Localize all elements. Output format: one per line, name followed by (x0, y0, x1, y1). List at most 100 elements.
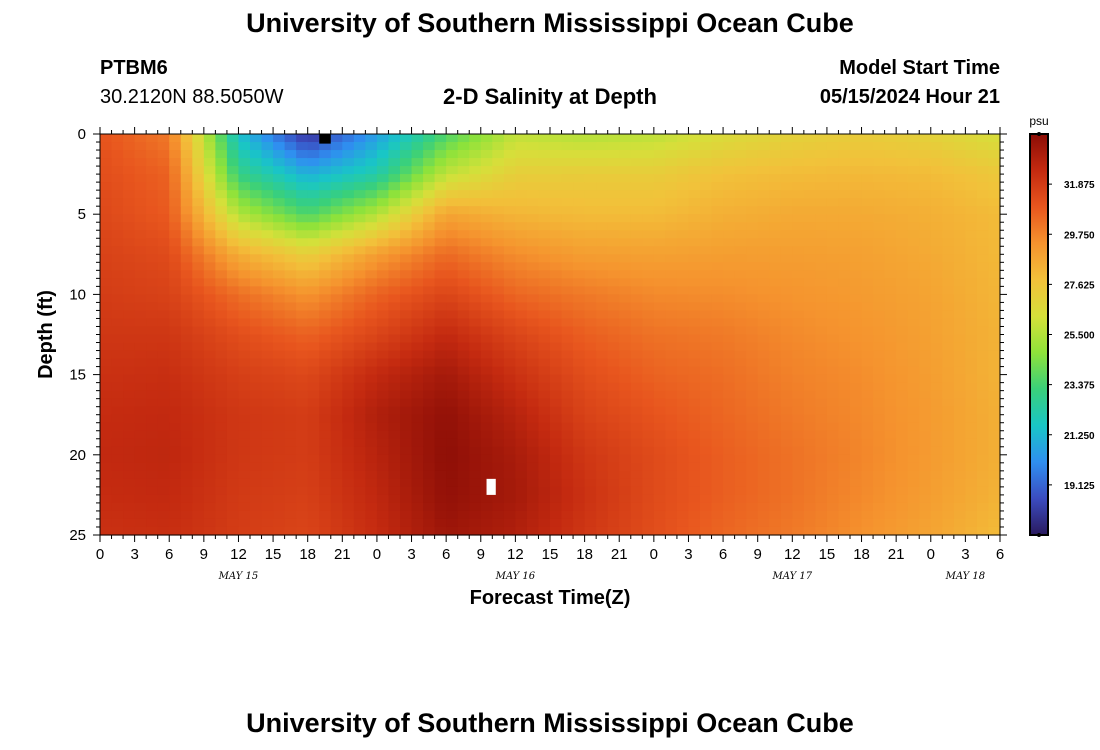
heatmap-cell (538, 334, 551, 344)
heatmap-cell (596, 134, 609, 143)
heatmap-cell (469, 390, 482, 400)
heatmap-cell (342, 270, 355, 279)
heatmap-cell (203, 478, 216, 488)
heatmap-cell (100, 462, 113, 472)
heatmap-cell (330, 382, 343, 392)
heatmap-cell (723, 390, 736, 400)
heatmap-cell (146, 134, 159, 143)
heatmap-cell (250, 230, 263, 239)
heatmap-cell (203, 318, 216, 328)
heatmap-cell (238, 302, 251, 312)
heatmap-cell (642, 406, 655, 416)
heatmap-cell (123, 478, 136, 488)
heatmap-cell (180, 166, 193, 175)
heatmap-cell (434, 190, 447, 199)
heatmap-cell (907, 326, 920, 336)
heatmap-cell (250, 518, 263, 528)
heatmap-cell (700, 462, 713, 472)
heatmap-cell (169, 390, 182, 400)
heatmap-cell (492, 342, 505, 352)
heatmap-cell (550, 166, 563, 175)
heatmap-cell (838, 486, 851, 496)
heatmap-cell (284, 382, 297, 392)
heatmap-cell (180, 230, 193, 239)
heatmap-cell (307, 246, 320, 255)
heatmap-cell (665, 406, 678, 416)
heatmap-cell (607, 526, 620, 536)
heatmap-cell (803, 438, 816, 448)
y-axis-label: Depth (ft) (35, 290, 57, 379)
heatmap-cell (411, 294, 424, 304)
heatmap-cell (353, 358, 366, 368)
heatmap-cell (792, 150, 805, 159)
x-tick-label: 6 (165, 546, 173, 563)
heatmap-cell (688, 494, 701, 504)
heatmap-cell (480, 374, 493, 384)
heatmap-cell (226, 142, 240, 151)
heatmap-cell (411, 398, 424, 408)
heatmap-cell (850, 134, 863, 143)
heatmap-cell (365, 142, 378, 151)
heatmap-cell (665, 358, 678, 368)
heatmap-cell (965, 494, 978, 504)
heatmap-cell (434, 318, 447, 328)
heatmap-cell (642, 366, 655, 376)
heatmap-cell (976, 262, 990, 271)
heatmap-cell (388, 486, 401, 496)
heatmap-cell (803, 174, 816, 183)
heatmap-cell (215, 270, 228, 279)
heatmap-cell (226, 342, 240, 352)
heatmap-cell (469, 158, 482, 167)
heatmap-cell (215, 326, 228, 336)
heatmap-cell (815, 374, 828, 384)
heatmap-cell (630, 374, 643, 384)
heatmap-cell (353, 310, 366, 320)
heatmap-cell (607, 238, 620, 247)
heatmap-cell (238, 510, 251, 520)
heatmap-cell (573, 150, 586, 159)
heatmap-cell (330, 222, 343, 231)
heatmap-cell (861, 230, 874, 239)
heatmap-cell (284, 326, 297, 336)
heatmap-cell (919, 342, 932, 352)
heatmap-cell (238, 246, 251, 255)
heatmap-cell (146, 406, 159, 416)
heatmap-cell (573, 390, 586, 400)
heatmap-cell (296, 374, 309, 384)
heatmap-cell (342, 302, 355, 312)
heatmap-cell (630, 382, 643, 392)
heatmap-cell (261, 374, 274, 384)
heatmap-cell (850, 350, 863, 360)
heatmap-cell (296, 366, 309, 376)
heatmap-cell (550, 270, 563, 279)
heatmap-cell (884, 222, 897, 231)
heatmap-cell (976, 246, 990, 255)
heatmap-cell (261, 518, 274, 528)
heatmap-cell (538, 470, 551, 480)
heatmap-cell (446, 310, 459, 320)
x-tick-label: 0 (650, 546, 658, 563)
heatmap-cell (930, 414, 943, 424)
heatmap-cell (238, 462, 251, 472)
heatmap-cell (238, 438, 251, 448)
heatmap-cell (619, 238, 632, 247)
x-tick-label: 12 (784, 546, 801, 563)
heatmap-cell (180, 494, 193, 504)
heatmap-cell (665, 238, 678, 247)
heatmap-cell (919, 390, 932, 400)
heatmap-cell (123, 350, 136, 360)
heatmap-cell (746, 414, 759, 424)
heatmap-cell (642, 134, 655, 143)
heatmap-cell (965, 446, 978, 456)
heatmap-cell (792, 430, 805, 440)
heatmap-cell (192, 134, 205, 143)
heatmap-cell (561, 222, 574, 231)
heatmap-cell (700, 294, 713, 304)
heatmap-cell (250, 174, 263, 183)
heatmap-cell (607, 454, 620, 464)
heatmap-cell (907, 230, 920, 239)
heatmap-cell (746, 422, 759, 432)
heatmap-cell (503, 158, 516, 167)
heatmap-cell (700, 342, 713, 352)
heatmap-cell (561, 510, 574, 520)
